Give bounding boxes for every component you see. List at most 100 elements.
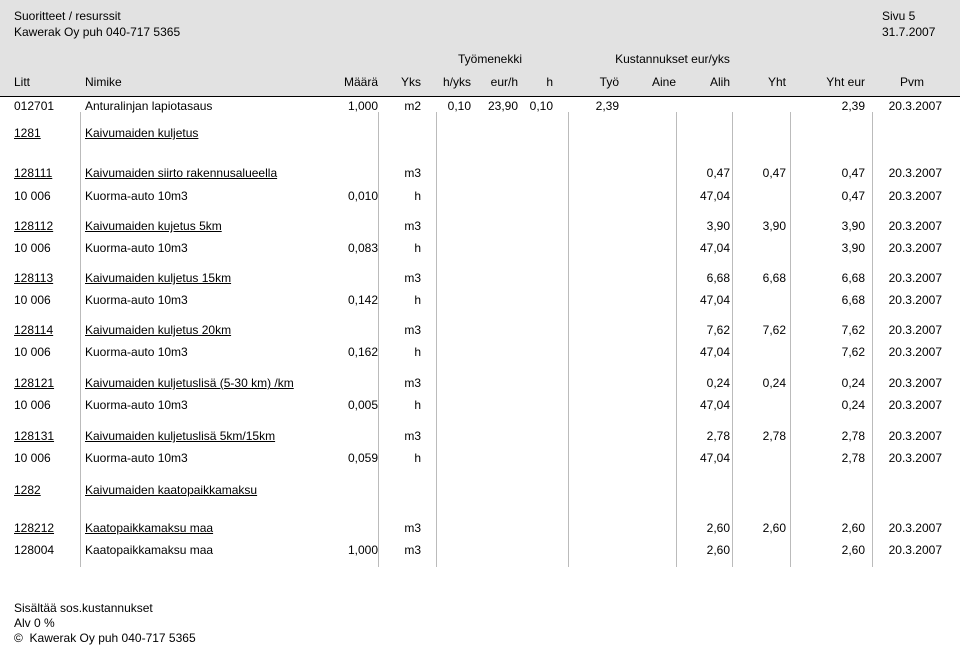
cell-nimike: Kuorma-auto 10m3 — [85, 241, 188, 255]
column-guide-line — [568, 112, 569, 567]
cell-nimike: Kuorma-auto 10m3 — [85, 345, 188, 359]
col-header-h-per-yks: h/yks — [442, 75, 471, 89]
cell-eur-per-h: 23,90 — [487, 99, 518, 113]
table-row: 1281 Kaivumaiden kuljetus — [0, 126, 960, 140]
cell-yks: m3 — [404, 323, 421, 337]
footer-social-costs-note: Sisältää sos.kustannukset — [14, 601, 153, 615]
cell-yks: m3 — [404, 376, 421, 390]
table-row: 1282 Kaivumaiden kaatopaikkamaksu — [0, 483, 960, 497]
cell-litt: 10 006 — [14, 241, 51, 255]
cell-litt: 10 006 — [14, 293, 51, 307]
cell-yks: m3 — [404, 429, 421, 443]
cell-litt: 012701 — [14, 99, 55, 113]
cell-alih: 47,04 — [699, 398, 730, 412]
col-header-eur-per-h: eur/h — [490, 75, 518, 89]
cell-nimike: Kaatopaikkamaksu maa — [85, 521, 214, 535]
cell-litt: 1282 — [14, 483, 41, 497]
cell-yht: 0,47 — [762, 166, 786, 180]
cell-nimike: Kuorma-auto 10m3 — [85, 189, 188, 203]
cell-nimike: Anturalinjan lapiotasaus — [85, 99, 213, 113]
cell-pvm: 20.3.2007 — [888, 345, 942, 359]
cell-maara: 0,142 — [347, 293, 378, 307]
cell-yht-eur: 2,60 — [841, 521, 865, 535]
col-header-yht-eur: Yht eur — [826, 75, 865, 89]
table-row: 128131 Kaivumaiden kuljetuslisä 5km/15km m… — [0, 429, 960, 443]
cell-yht: 0,24 — [762, 376, 786, 390]
cell-maara: 1,000 — [347, 99, 378, 113]
col-header-aine: Aine — [651, 75, 676, 89]
cell-yht: 2,78 — [762, 429, 786, 443]
cell-pvm: 20.3.2007 — [888, 398, 942, 412]
cell-maara: 0,005 — [347, 398, 378, 412]
table-row: 10 006 Kuorma-auto 10m3 0,059 h 47,04 2,78 20.… — [0, 451, 960, 465]
cell-pvm: 20.3.2007 — [888, 521, 942, 535]
footer-company-contact: Kawerak Oy puh 040-717 5365 — [29, 631, 196, 645]
cell-alih: 47,04 — [699, 241, 730, 255]
col-header-pvm: Pvm — [900, 75, 924, 89]
cell-pvm: 20.3.2007 — [888, 429, 942, 443]
cell-yht-eur: 6,68 — [841, 271, 865, 285]
cell-litt: 10 006 — [14, 189, 51, 203]
col-header-yht: Yht — [767, 75, 786, 89]
group-header-costs: Kustannukset eur/yks — [615, 52, 730, 66]
cell-alih: 2,60 — [706, 543, 730, 557]
cell-alih: 2,60 — [706, 521, 730, 535]
copyright-icon: © — [14, 631, 23, 645]
cell-litt: 128112 — [14, 219, 54, 233]
cell-alih: 0,24 — [706, 376, 730, 390]
table-row: 128112 Kaivumaiden kujetus 5km m3 3,90 3,90 3… — [0, 219, 960, 233]
cell-alih: 6,68 — [706, 271, 730, 285]
table-row: 128114 Kaivumaiden kuljetus 20km m3 7,62 7,6… — [0, 323, 960, 337]
cell-alih: 3,90 — [706, 219, 730, 233]
footer-copyright: © Kawerak Oy puh 040-717 5365 — [14, 631, 196, 645]
cell-litt: 128113 — [14, 271, 54, 285]
cell-yht: 7,62 — [762, 323, 786, 337]
footer-vat-note: Alv 0 % — [14, 616, 55, 630]
company-contact: Kawerak Oy puh 040-717 5365 — [14, 25, 181, 39]
cell-yks: h — [414, 398, 421, 412]
col-header-alih: Alih — [709, 75, 730, 89]
cell-yks: m3 — [404, 166, 421, 180]
cell-yht-eur: 6,68 — [841, 293, 865, 307]
cell-maara: 0,010 — [347, 189, 378, 203]
cell-pvm: 20.3.2007 — [888, 99, 942, 113]
table-row: 128113 Kaivumaiden kuljetus 15km m3 6,68 6,6… — [0, 271, 960, 285]
cell-nimike: Kaivumaiden kujetus 5km — [85, 219, 222, 233]
cell-yht-eur: 2,78 — [841, 429, 865, 443]
report-date: 31.7.2007 — [882, 25, 936, 39]
cell-pvm: 20.3.2007 — [888, 451, 942, 465]
table-row: 10 006 Kuorma-auto 10m3 0,010 h 47,04 0,47 20.… — [0, 189, 960, 203]
cell-tyo: 2,39 — [595, 99, 619, 113]
column-guide-line — [80, 112, 81, 567]
table-row: 10 006 Kuorma-auto 10m3 0,083 h 47,04 3,90 20.… — [0, 241, 960, 255]
cell-yht-eur: 7,62 — [841, 345, 865, 359]
col-header-nimike: Nimike — [85, 75, 122, 89]
cell-alih: 47,04 — [699, 451, 730, 465]
cell-yks: h — [414, 241, 421, 255]
cell-yht-eur: 2,39 — [841, 99, 865, 113]
cell-maara: 0,162 — [347, 345, 378, 359]
cell-litt: 128121 — [14, 376, 55, 390]
cell-yks: h — [414, 293, 421, 307]
column-guide-line — [872, 112, 873, 567]
cell-yht-eur: 0,24 — [841, 398, 865, 412]
cell-yks: m3 — [404, 521, 421, 535]
cell-yks: m3 — [404, 271, 421, 285]
cell-yht: 2,60 — [762, 521, 786, 535]
cell-litt: 1281 — [14, 126, 41, 140]
table-row: 128111 Kaivumaiden siirto rakennusalueell… — [0, 166, 960, 180]
col-header-maara: Määrä — [343, 75, 378, 89]
col-header-litt: Litt — [14, 75, 31, 89]
table-row: 128004 Kaatopaikkamaksu maa 1,000 m3 2,60 2,6… — [0, 543, 960, 557]
column-guide-line — [732, 112, 733, 567]
cell-nimike: Kaatopaikkamaksu maa — [85, 543, 214, 557]
cell-yks: m3 — [404, 219, 421, 233]
cell-maara: 0,083 — [347, 241, 378, 255]
cell-yks: h — [414, 345, 421, 359]
cell-nimike: Kaivumaiden siirto rakennusalueella — [85, 166, 278, 180]
cell-yht-eur: 2,78 — [841, 451, 865, 465]
column-guide-line — [790, 112, 791, 567]
table-row: 012701 Anturalinjan lapiotasaus 1,000 m2 0,1… — [0, 99, 960, 113]
cell-litt: 128131 — [14, 429, 55, 443]
cell-nimike: Kuorma-auto 10m3 — [85, 451, 188, 465]
